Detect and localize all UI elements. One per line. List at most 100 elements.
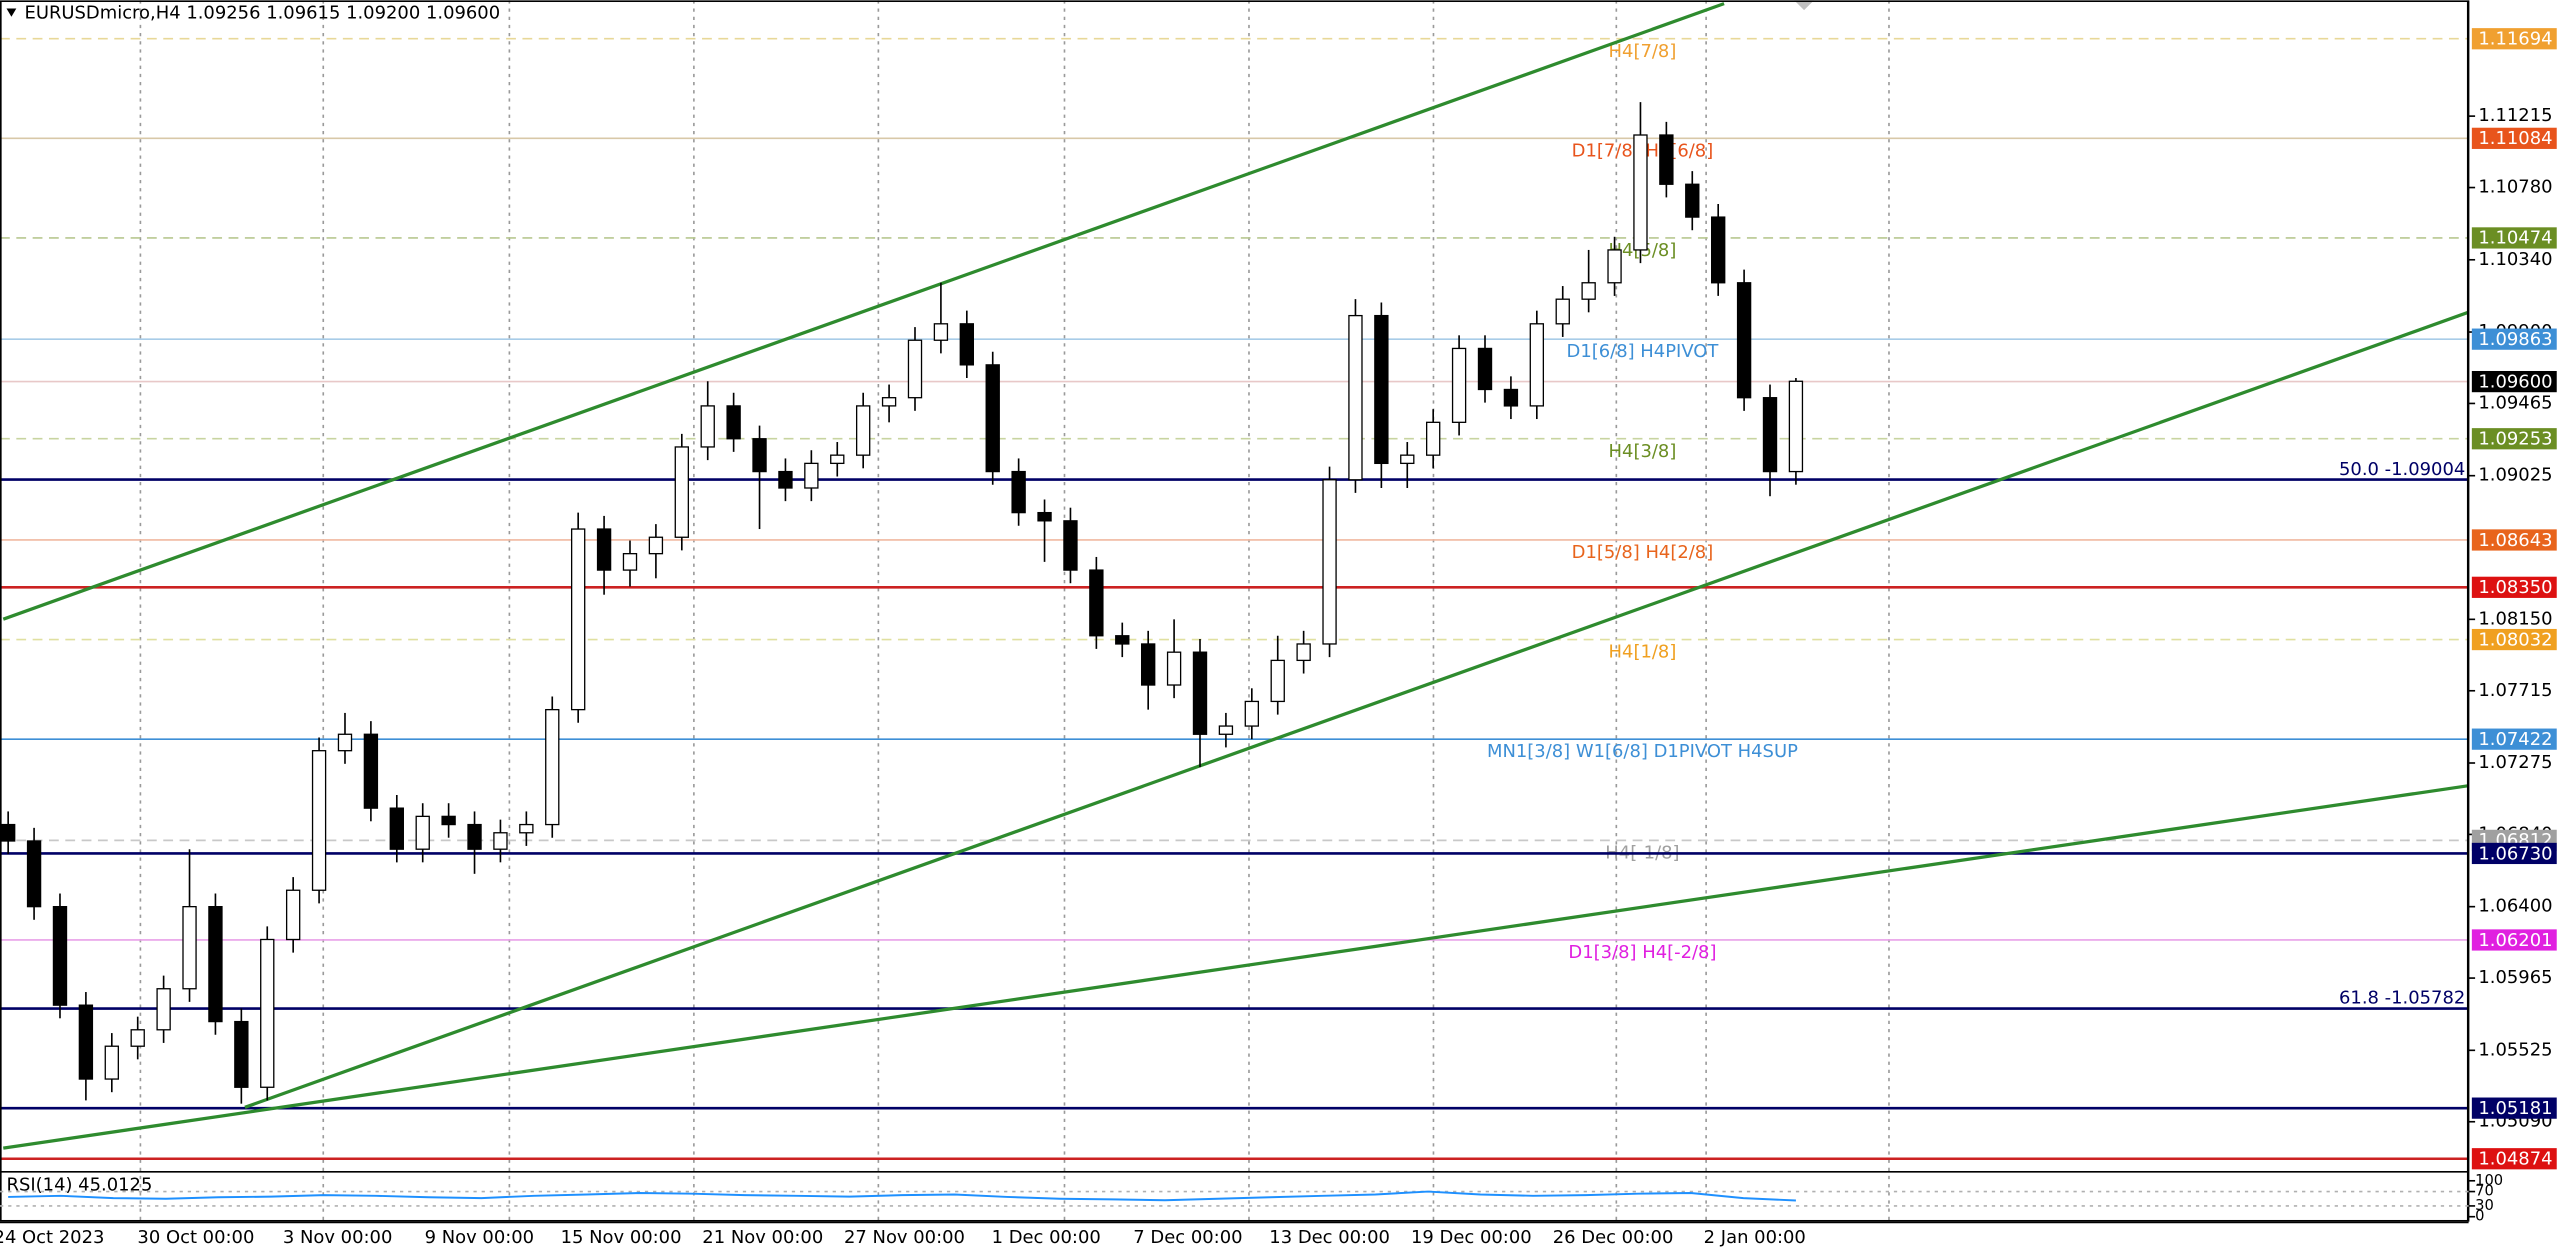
- axes: 1.112151.107801.103401.099001.094651.090…: [0, 28, 2557, 1248]
- price-box: [2471, 929, 2557, 951]
- y-tick-label: 1.05965: [2478, 967, 2552, 988]
- rsi-label: RSI(14) 45.0125: [7, 1175, 153, 1196]
- candle-body: [441, 815, 456, 826]
- price-box-label: 1.09600: [2478, 371, 2552, 392]
- candle-body: [1296, 643, 1311, 662]
- candle-body: [337, 733, 353, 752]
- candle-body: [182, 906, 197, 990]
- candle-body: [1685, 183, 1700, 218]
- rsi-tick-label: 30: [2475, 1197, 2494, 1214]
- candle-body: [493, 832, 508, 850]
- candle-body: [959, 323, 974, 366]
- candle-body: [1011, 470, 1026, 514]
- candle-body: [78, 1004, 94, 1080]
- candle-body: [1115, 635, 1130, 645]
- candle-body: [985, 364, 1000, 473]
- candle-body: [519, 823, 534, 834]
- x-tick-label: 19 Dec 00:00: [1411, 1227, 1532, 1248]
- rsi-line: [8, 1190, 1796, 1202]
- candle-body: [545, 708, 560, 826]
- price-box: [2471, 28, 2557, 50]
- price-box: [2471, 529, 2557, 551]
- candle-body: [700, 405, 715, 448]
- candle-body: [1477, 347, 1493, 391]
- price-box-label: 1.04874: [2478, 1149, 2552, 1170]
- candle-body: [156, 988, 171, 1031]
- candle-body: [389, 807, 404, 850]
- price-box: [2471, 842, 2557, 865]
- y-tick-label: 1.10340: [2478, 249, 2552, 270]
- candle-body: [234, 1020, 249, 1088]
- price-box-label: 1.09253: [2478, 429, 2552, 450]
- candle-body: [311, 750, 327, 891]
- candle-body: [907, 339, 923, 399]
- candle-body: [830, 454, 845, 465]
- price-box-label: 1.06730: [2478, 843, 2552, 864]
- price-box-label: 1.11694: [2478, 29, 2552, 50]
- level-tag: 50.0 -1.09004: [2339, 459, 2465, 480]
- y-tick-label: 1.10780: [2478, 177, 2552, 198]
- trendline: [3, 784, 2469, 1150]
- candle-body: [0, 823, 16, 842]
- candle-body: [1607, 249, 1622, 284]
- trendline: [244, 310, 2470, 1109]
- price-box-label: 1.08032: [2478, 629, 2552, 650]
- candle-body: [648, 536, 664, 555]
- candle-body: [1322, 479, 1337, 645]
- menu-arrow[interactable]: [6, 8, 17, 17]
- candle-body: [415, 815, 430, 850]
- candle-body: [1633, 134, 1648, 251]
- candle-body: [1089, 569, 1104, 637]
- level-tag: 61.8 -1.05782: [2339, 988, 2465, 1009]
- frame: [0, 0, 2469, 1222]
- candle-body: [804, 462, 819, 489]
- rsi-tick-label: 70: [2475, 1183, 2494, 1200]
- candle-body: [674, 446, 689, 538]
- price-box: [2471, 370, 2557, 393]
- candle-body: [1400, 454, 1415, 465]
- y-tick-label: 1.07275: [2478, 752, 2552, 773]
- rsi-tick-label: 100: [2475, 1172, 2503, 1189]
- trendlines: [2, 2, 2470, 1150]
- level-tag: H4[3/8]: [1609, 441, 1677, 462]
- candle-body: [26, 840, 42, 908]
- price-box: [2471, 227, 2557, 249]
- price-box-label: 1.08643: [2478, 530, 2552, 551]
- candle-body: [1063, 520, 1078, 571]
- candle-body: [1788, 380, 1804, 473]
- candle-body: [1192, 651, 1208, 735]
- price-box-label: 1.05181: [2478, 1098, 2552, 1119]
- candle-body: [1348, 314, 1363, 481]
- candle-body: [1711, 216, 1726, 284]
- trendline: [2, 2, 1725, 621]
- x-tick-label: 9 Nov 00:00: [425, 1227, 535, 1248]
- candle-body: [1218, 725, 1234, 735]
- y-tick-label: 1.08150: [2478, 608, 2552, 629]
- x-tick-label: 24 Oct 2023: [0, 1227, 104, 1248]
- candle-body: [933, 323, 949, 341]
- candle-body: [467, 823, 482, 850]
- candle-body: [1659, 134, 1674, 185]
- candle-body: [752, 438, 767, 473]
- candle-body: [130, 1029, 145, 1047]
- level-tag: MN1[3/8] W1[6/8] D1PIVOT H4SUP: [1487, 741, 1798, 762]
- price-box: [2471, 328, 2557, 350]
- y-tick-label: 1.11215: [2478, 105, 2552, 126]
- candle-body: [1762, 397, 1778, 473]
- x-tick-label: 30 Oct 00:00: [137, 1227, 254, 1248]
- candle-body: [726, 405, 741, 440]
- candle-body: [1270, 659, 1285, 703]
- level-tag: D1[6/8] H4PIVOT: [1567, 341, 1720, 362]
- x-tick-label: 26 Dec 00:00: [1553, 1227, 1674, 1248]
- x-tick-label: 13 Dec 00:00: [1269, 1227, 1390, 1248]
- price-box-label: 1.11084: [2478, 128, 2552, 149]
- candle-body: [1451, 347, 1467, 423]
- candle-body: [1581, 282, 1596, 300]
- x-tick-label: 3 Nov 00:00: [283, 1227, 393, 1248]
- price-box: [2471, 576, 2557, 598]
- price-box-label: 1.07422: [2478, 729, 2552, 750]
- price-box: [2471, 728, 2557, 750]
- price-box-label: 1.06201: [2478, 930, 2552, 951]
